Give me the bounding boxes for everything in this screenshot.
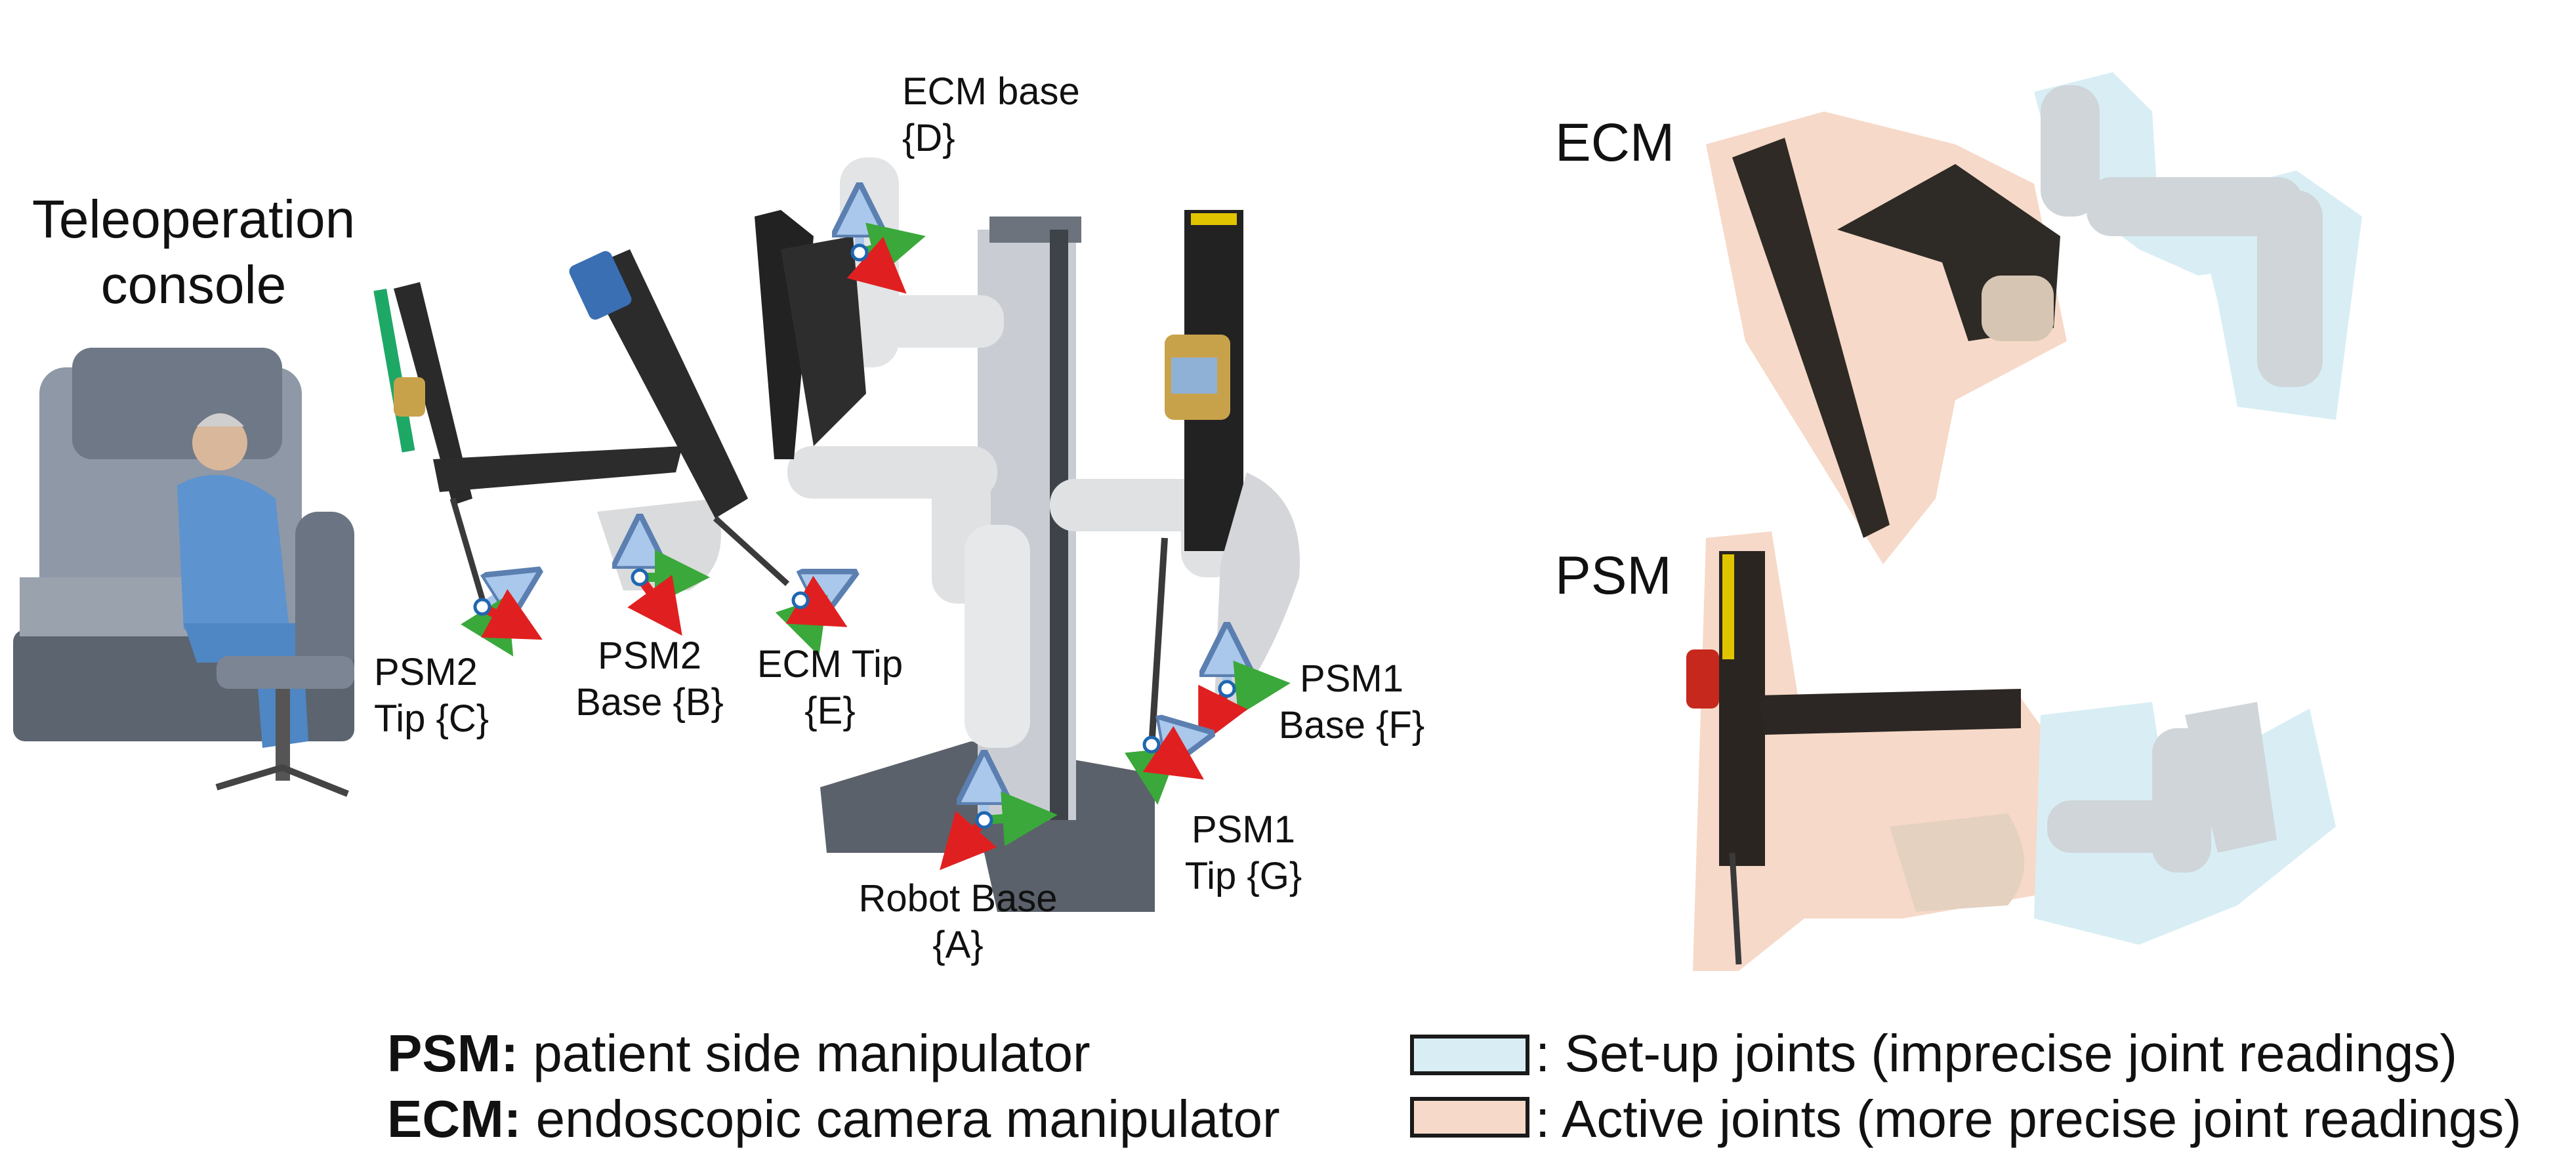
- legend-ecm-abbr: ECM:: [387, 1090, 522, 1148]
- frame-axes-psm2-tip: [461, 584, 518, 657]
- frame-axes-psm1-tip: [1125, 737, 1188, 805]
- label-ecm-tip: ECM Tip {E}: [757, 643, 904, 732]
- legend-ecm-desc: endoscopic camera manipulator: [521, 1090, 1280, 1148]
- label-robot-base: Robot Base {A}: [858, 877, 1058, 966]
- legend-psm: PSM: patient side manipulator: [387, 1023, 1091, 1084]
- legend-swatch-active: [1410, 1097, 1529, 1138]
- label-psm2-tip: PSM2 Tip {C}: [374, 651, 489, 740]
- frame-axes-robot-base: [940, 777, 1058, 871]
- legend-psm-abbr: PSM:: [387, 1024, 518, 1082]
- frame-axes-ecm-base: [852, 210, 926, 294]
- legend-swatch-setup: [1410, 1035, 1529, 1075]
- psm-arm-illustration: [1686, 531, 2336, 971]
- frame-axes-psm2-base: [633, 541, 710, 636]
- label-psm1-tip: PSM1 Tip {G}: [1184, 808, 1302, 897]
- patient-cart-image: [373, 157, 1300, 912]
- legend-ecm: ECM: endoscopic camera manipulator: [387, 1089, 1280, 1149]
- teleoperation-console-image: [13, 348, 354, 797]
- label-ecm-base: ECM base {D}: [902, 70, 1080, 159]
- label-psm2-base: PSM2 Base {B}: [575, 634, 724, 724]
- frame-axes-ecm-tip: [775, 584, 833, 656]
- legend-active-joints: : Active joints (more precise joint read…: [1535, 1090, 2522, 1148]
- panel-title-ecm: ECM: [1555, 113, 1675, 173]
- label-psm1-base: PSM1 Base {F}: [1278, 657, 1425, 747]
- console-title: Teleoperation console: [31, 190, 356, 316]
- panel-title-psm: PSM: [1555, 546, 1672, 606]
- legend-psm-desc: patient side manipulator: [518, 1024, 1091, 1082]
- ecm-arm-illustration: [1706, 72, 2362, 564]
- legend-setup-joints: : Set-up joints (imprecise joint reading…: [1535, 1024, 2458, 1082]
